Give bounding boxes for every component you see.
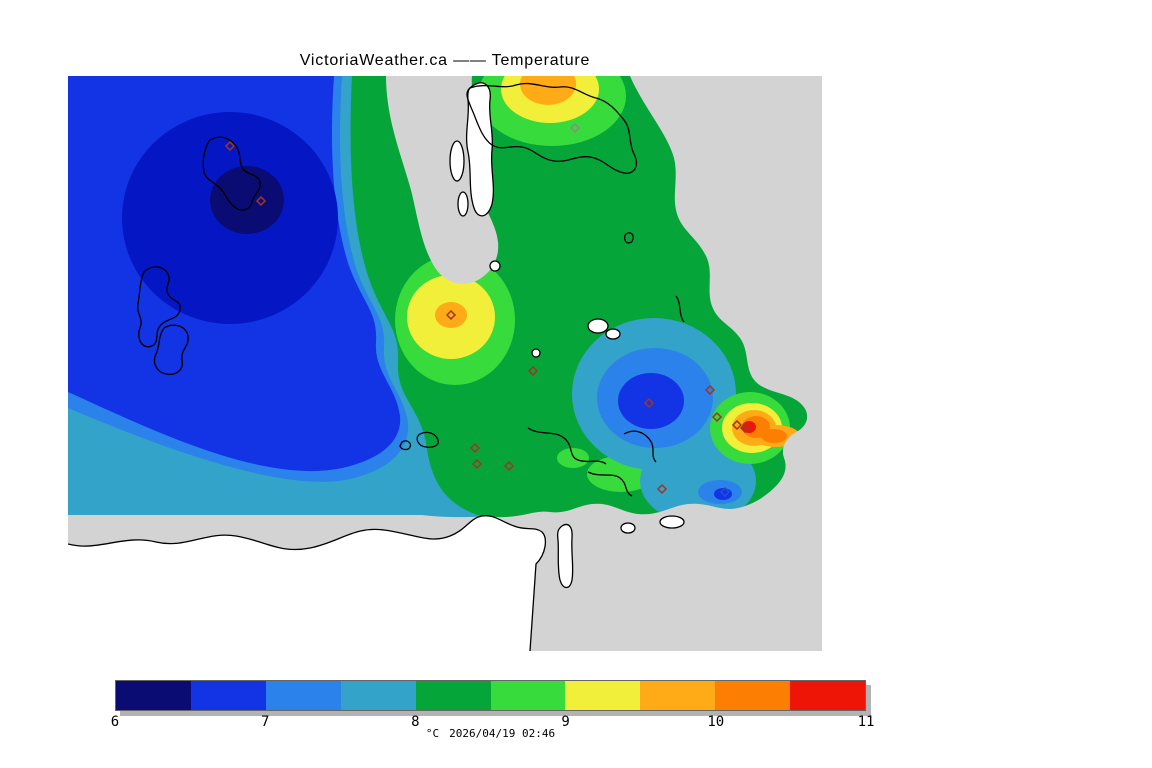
colorbar-segment xyxy=(490,681,566,710)
station-marker xyxy=(739,422,751,434)
coast-squiggle-right-edge xyxy=(675,295,685,323)
colorbar-segment xyxy=(715,681,791,710)
station-marker xyxy=(731,419,743,431)
colorbar-segment xyxy=(415,681,491,710)
tick-label: 11 xyxy=(857,714,875,730)
inlet-bottom xyxy=(556,523,574,589)
lake-peninsula-1 xyxy=(449,140,465,182)
tick-label: 6 xyxy=(110,714,120,730)
units-label: °C xyxy=(425,727,440,740)
station-marker xyxy=(656,483,668,495)
colorbar-segment xyxy=(640,681,716,710)
island-outline-1 xyxy=(137,266,181,348)
contour-top-orange xyxy=(520,76,576,105)
colorbar-segment xyxy=(190,681,266,710)
station-marker xyxy=(643,397,655,409)
contour-navy-core xyxy=(210,166,284,234)
map-title: VictoriaWeather.ca —— Temperature xyxy=(299,52,591,69)
contour-lightgreen-patch-2 xyxy=(557,448,589,468)
temperature-map xyxy=(68,76,822,651)
map-svg xyxy=(68,76,822,651)
contour-central-orange-core xyxy=(435,302,467,328)
colorbar-ticks: 6 7 8 9 10 11 xyxy=(111,714,875,730)
station-marker xyxy=(224,140,236,152)
white-landmass-coastline xyxy=(68,515,547,651)
colorbar-segment xyxy=(565,681,641,710)
tick-label: 7 xyxy=(260,714,270,730)
coast-squiggle-victoria-3 xyxy=(623,430,657,463)
station-marker xyxy=(469,442,481,454)
inlet-small-2 xyxy=(620,522,636,534)
station-markers xyxy=(224,122,751,498)
contour-warm-darkorange-tail xyxy=(761,429,787,443)
island-outline-small-right xyxy=(623,232,634,244)
temperature-contours xyxy=(68,76,822,536)
colorbar-segment xyxy=(340,681,416,710)
colorbar-segment xyxy=(790,681,866,710)
water-and-coastlines xyxy=(68,82,685,651)
station-marker xyxy=(503,460,515,472)
white-landmass xyxy=(68,515,546,651)
white-strip-inlet xyxy=(465,82,495,217)
coast-outline-dark-core xyxy=(202,136,261,211)
station-marker xyxy=(569,122,581,134)
tick-label: 8 xyxy=(411,714,420,730)
station-marker xyxy=(471,458,483,470)
tick-label: 9 xyxy=(561,714,570,730)
tick-label: 10 xyxy=(707,714,725,730)
coast-squiggle-victoria-1 xyxy=(527,427,607,465)
island-outline-2 xyxy=(153,324,189,376)
lake-tiny-2 xyxy=(531,348,541,358)
coast-squiggle-victoria-2 xyxy=(587,471,633,497)
island-outline-teal-1 xyxy=(416,431,439,448)
island-outline-teal-2 xyxy=(399,440,412,451)
colorbar-segment xyxy=(116,681,191,710)
station-marker xyxy=(711,411,723,423)
station-marker xyxy=(527,365,539,377)
scale-caption: °C 2026/04/19 02:46 xyxy=(115,727,866,740)
coast-outline-top-blob xyxy=(466,82,638,174)
colorbar-segment xyxy=(265,681,341,710)
station-marker xyxy=(704,384,716,396)
timestamp: 2026/04/19 02:46 xyxy=(449,727,556,740)
lake-tiny-1 xyxy=(489,260,501,272)
lake-small-pair-2 xyxy=(605,328,621,340)
lake-peninsula-2 xyxy=(457,191,469,217)
inlet-small-1 xyxy=(659,515,685,529)
station-marker xyxy=(255,195,267,207)
station-marker xyxy=(719,486,731,498)
station-marker xyxy=(445,309,457,321)
colorbar xyxy=(115,680,866,711)
lake-small-pair-1 xyxy=(587,318,609,334)
